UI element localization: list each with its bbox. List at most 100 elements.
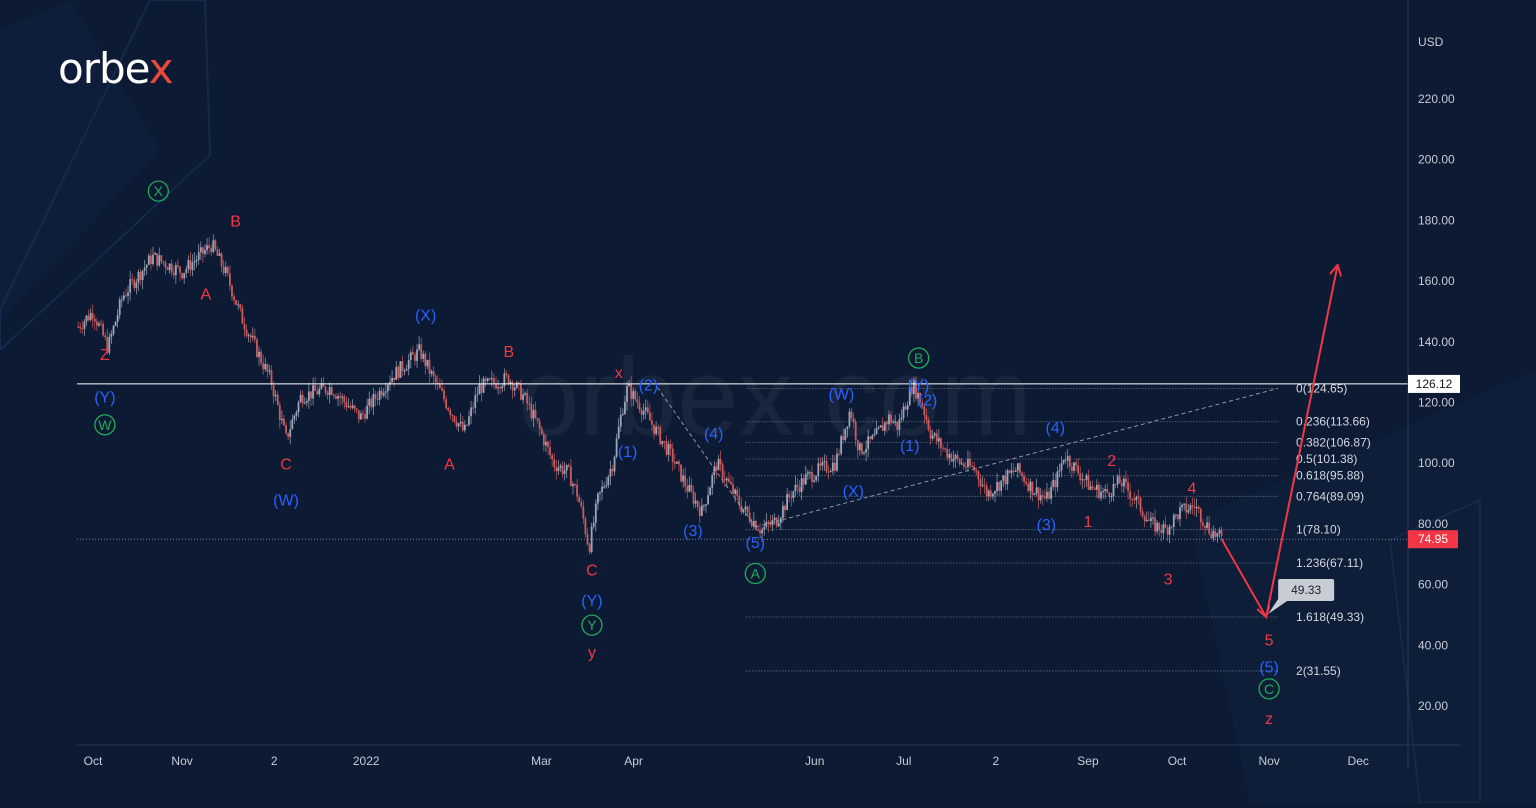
price-candle-body — [322, 383, 325, 387]
price-candle-body — [312, 385, 314, 399]
price-candle-body — [118, 299, 121, 316]
price-candle-body — [411, 352, 414, 355]
price-candle-body — [1170, 526, 1173, 528]
price-candle-body — [1129, 491, 1132, 499]
fib-level-label: 0(124.65) — [1296, 381, 1347, 395]
price-candle-body — [511, 381, 514, 391]
price-candle-body — [750, 521, 753, 527]
price-candle-body — [1019, 463, 1021, 473]
price-candle-body — [1172, 515, 1175, 528]
forecast-turn-arrow — [1256, 605, 1271, 619]
price-candle-body — [588, 544, 591, 553]
price-candle-body — [580, 502, 583, 507]
current-price-tag — [1408, 530, 1458, 549]
price-candle-body — [1139, 497, 1142, 512]
price-candle-body — [640, 409, 643, 415]
price-candle-body — [362, 413, 364, 415]
price-candle-body — [732, 484, 734, 494]
price-candle-body — [120, 299, 123, 301]
price-candle-body — [328, 387, 331, 395]
price-candle-body — [1201, 522, 1204, 526]
price-candle-body — [174, 265, 177, 276]
price-candle-body — [1002, 475, 1005, 481]
price-candle-body — [1133, 498, 1136, 501]
price-candle-body — [83, 321, 86, 329]
price-candle-body — [1189, 505, 1192, 511]
price-candle-body — [426, 359, 429, 367]
price-candle-body — [651, 420, 653, 425]
price-candle-body — [752, 520, 755, 527]
price-candle-body — [1075, 462, 1077, 466]
price-candle-body — [784, 505, 786, 511]
price-candle-body — [881, 425, 884, 431]
price-candle-body — [1077, 465, 1080, 474]
price-candle-body — [370, 398, 373, 408]
y-axis-unit-label: USD — [1418, 35, 1444, 49]
price-candle-body — [486, 378, 489, 381]
price-candle-body — [505, 373, 508, 375]
price-candle-body — [773, 517, 776, 520]
x-axis-tick-label: 2 — [993, 754, 1000, 768]
price-candle-body — [1071, 466, 1073, 471]
price-candle-body — [218, 253, 221, 256]
price-candle-body — [1131, 498, 1134, 500]
price-candle-body — [384, 391, 387, 393]
price-candle-body — [139, 271, 142, 281]
price-candle-body — [992, 493, 994, 497]
price-candle-body — [422, 353, 425, 359]
price-candle-body — [682, 475, 685, 482]
price-candle-body — [1079, 473, 1082, 481]
price-candle-body — [393, 377, 396, 380]
price-candle-body — [854, 422, 857, 440]
price-candle-body — [721, 464, 724, 479]
price-candle-body — [786, 494, 788, 511]
price-candle-body — [673, 462, 676, 464]
price-candle-body — [345, 401, 348, 408]
price-candle-body — [224, 267, 227, 274]
price-candle-body — [266, 364, 269, 372]
price-candle-body — [621, 413, 624, 415]
bg-chevron-left — [0, 0, 160, 320]
price-candle-body — [584, 518, 587, 534]
price-candle-body — [736, 489, 739, 496]
price-candle-body — [545, 441, 547, 446]
price-candle-body — [763, 526, 766, 530]
price-candle-body — [578, 496, 581, 503]
x-axis-tick-label: Sep — [1077, 754, 1099, 768]
price-candle-body — [1162, 524, 1165, 533]
price-candle-body — [838, 453, 840, 455]
dashed-trend-line — [656, 387, 756, 528]
wave-label: Y — [587, 617, 597, 633]
price-candle-body — [1158, 522, 1161, 531]
price-candle-body — [861, 443, 863, 454]
price-candle-body — [1010, 470, 1013, 473]
price-candle-body — [466, 424, 468, 426]
price-candle-body — [877, 427, 880, 429]
price-candle-body — [804, 474, 807, 485]
price-candle-body — [597, 493, 599, 504]
price-candle-body — [738, 495, 741, 506]
price-candle-body — [418, 344, 421, 350]
price-candle-body — [900, 417, 903, 420]
wave-label: X — [154, 183, 164, 199]
price-candle-body — [987, 490, 990, 497]
price-candle-body — [638, 402, 641, 410]
price-candle-body — [1025, 481, 1028, 484]
price-candle-body — [983, 485, 986, 487]
price-candle-body — [301, 394, 304, 404]
price-candle-body — [93, 318, 96, 322]
price-candle-body — [372, 394, 375, 408]
price-candle-body — [617, 426, 620, 439]
price-candle-body — [368, 398, 371, 406]
price-candle-body — [727, 478, 730, 482]
price-candle-body — [665, 441, 668, 455]
price-candle-body — [79, 326, 82, 329]
wave-label: (1) — [618, 444, 638, 461]
wave-label: Z — [100, 347, 110, 364]
price-candle-body — [555, 466, 558, 472]
price-candle-body — [308, 391, 310, 401]
price-candle-body — [836, 453, 838, 471]
price-candle-body — [813, 480, 816, 482]
wave-labels: Z (Y) W X B A C (W) (X) B Ax (2) (1) C (Y) Yy (4) (3) (5) A… — [94, 180, 1280, 728]
